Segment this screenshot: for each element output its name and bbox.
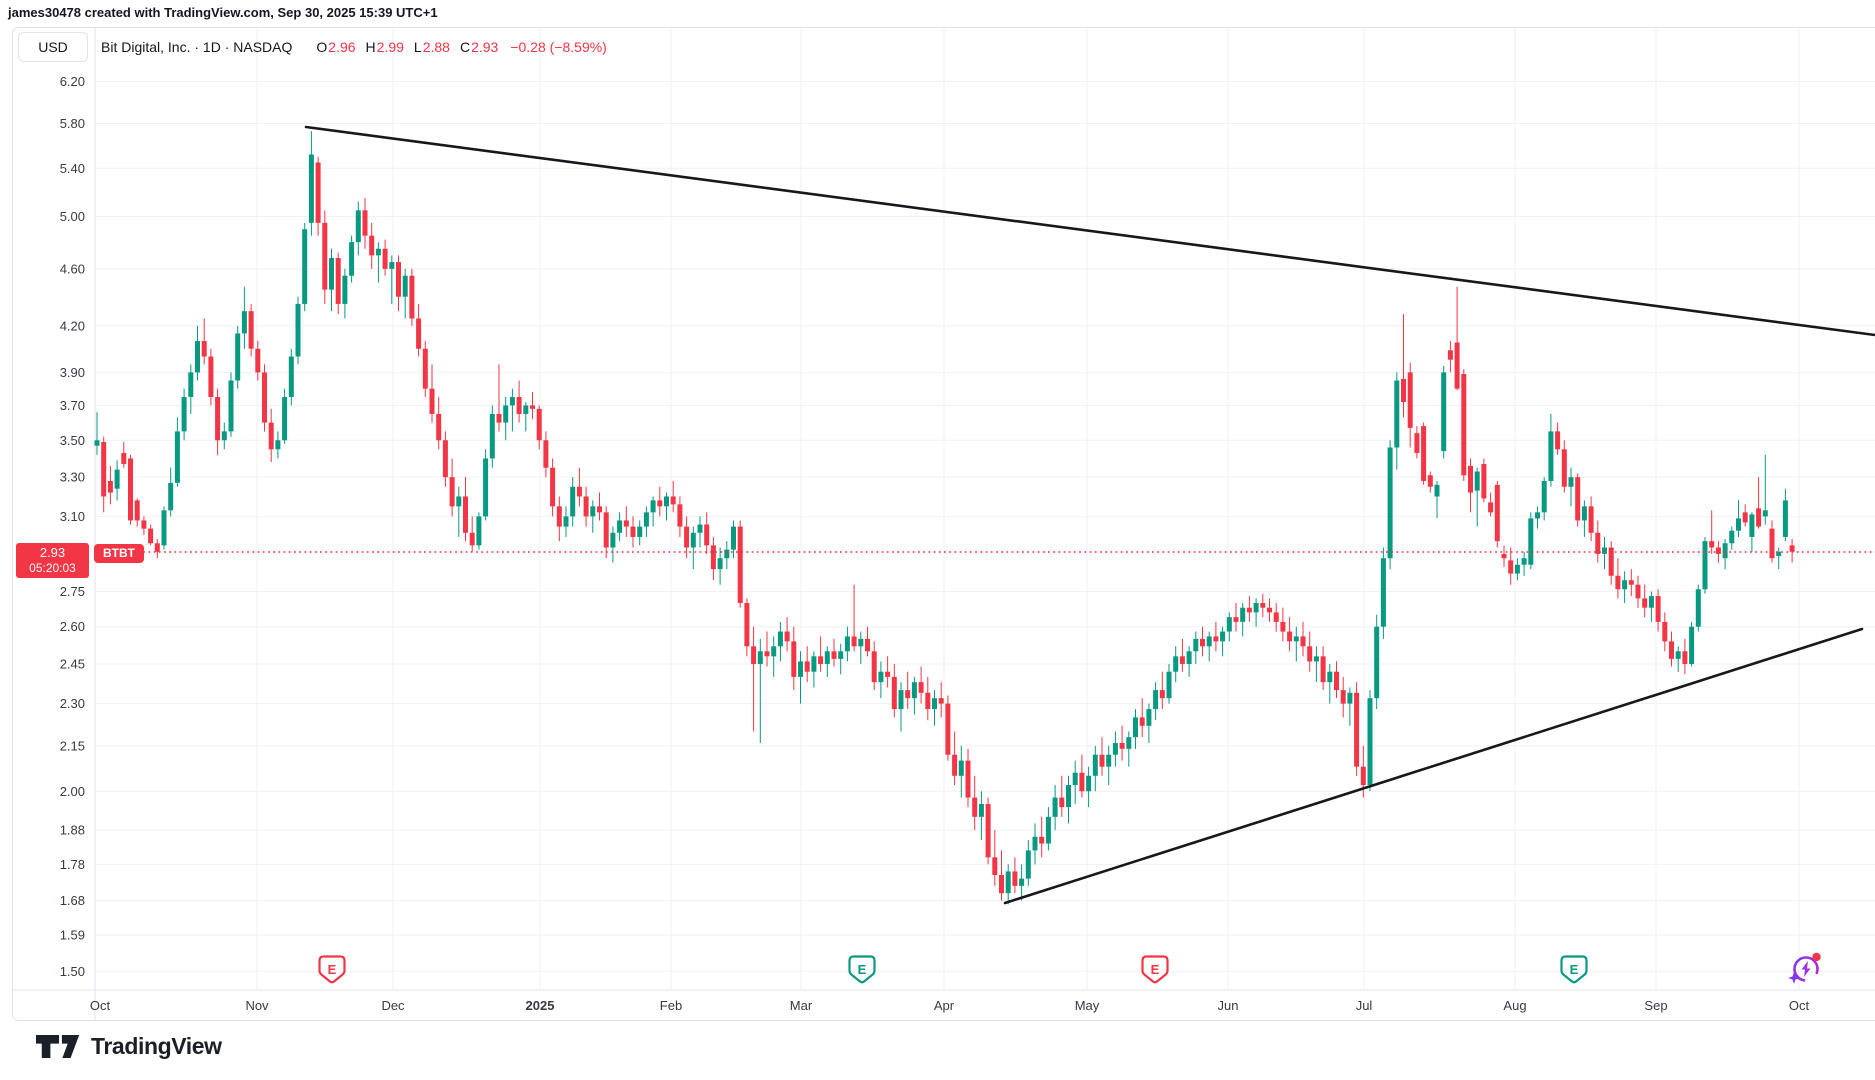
svg-text:5.00: 5.00 xyxy=(60,209,85,224)
svg-text:1.78: 1.78 xyxy=(60,857,85,872)
grid xyxy=(96,28,1875,990)
low-value: 2.88 xyxy=(422,39,450,55)
svg-text:1.50: 1.50 xyxy=(60,964,85,979)
svg-text:Feb: Feb xyxy=(660,998,682,1013)
candlestick-series[interactable] xyxy=(94,131,1795,905)
svg-text:Jul: Jul xyxy=(1356,998,1373,1013)
lightning-bolt-icon xyxy=(1801,961,1811,977)
svg-text:1.88: 1.88 xyxy=(60,823,85,838)
currency-usd-button[interactable]: USD xyxy=(18,32,88,62)
change-value: −0.28 (−8.59%) xyxy=(510,39,607,55)
svg-text:4.20: 4.20 xyxy=(60,318,85,333)
low-label: L xyxy=(413,39,422,55)
svg-text:Mar: Mar xyxy=(790,998,813,1013)
tradingview-logo-text: TradingView xyxy=(91,1033,222,1059)
svg-text:Oct: Oct xyxy=(1789,998,1810,1013)
svg-text:Sep: Sep xyxy=(1644,998,1667,1013)
current-price-label: 2.93 05:20:03 xyxy=(16,543,89,578)
svg-text:3.50: 3.50 xyxy=(60,433,85,448)
earnings-marker[interactable]: E xyxy=(318,955,346,984)
notification-dot xyxy=(1812,952,1821,962)
svg-text:3.90: 3.90 xyxy=(60,365,85,380)
svg-text:Dec: Dec xyxy=(381,998,405,1013)
price-axis[interactable]: 6.20 5.80 5.40 5.00 4.60 4.20 3.90 3.70 3.50 3.30… xyxy=(60,74,85,979)
svg-text:2.15: 2.15 xyxy=(60,738,85,753)
svg-text:E: E xyxy=(328,962,337,977)
current-price-value: 2.93 xyxy=(39,545,66,560)
close-value: 2.93 xyxy=(471,39,499,55)
svg-text:6.20: 6.20 xyxy=(60,74,85,89)
svg-text:2.60: 2.60 xyxy=(60,619,85,634)
sparkle-icon xyxy=(1788,972,1800,984)
svg-text:3.30: 3.30 xyxy=(60,470,85,485)
svg-text:1.68: 1.68 xyxy=(60,893,85,908)
tradingview-logo[interactable]: TradingView xyxy=(36,1033,222,1060)
symbol-flag-label: BTBT xyxy=(94,544,144,563)
svg-text:5.40: 5.40 xyxy=(60,161,85,176)
earnings-marker[interactable]: E xyxy=(1560,955,1588,984)
countdown-timer: 05:20:03 xyxy=(29,561,76,575)
svg-text:2025: 2025 xyxy=(526,998,555,1013)
svg-text:May: May xyxy=(1075,998,1100,1013)
high-label: H xyxy=(365,39,376,55)
ai-refresh-icon[interactable] xyxy=(1788,952,1821,984)
svg-text:Nov: Nov xyxy=(245,998,269,1013)
svg-text:2.00: 2.00 xyxy=(60,784,85,799)
open-value: 2.96 xyxy=(328,39,356,55)
svg-text:Apr: Apr xyxy=(934,998,955,1013)
time-axis[interactable]: Oct Nov Dec 2025 Feb Mar Apr May Jun Jul Aug Sep Oct xyxy=(90,998,1810,1013)
descending-resistance-trendline[interactable] xyxy=(304,125,1875,337)
earnings-marker[interactable]: E xyxy=(1141,955,1169,984)
svg-text:5.80: 5.80 xyxy=(60,116,85,131)
open-label: O xyxy=(316,39,328,55)
symbol-title[interactable]: Bit Digital, Inc. · 1D · NASDAQ xyxy=(101,39,293,55)
close-label: C xyxy=(459,39,471,55)
svg-text:3.70: 3.70 xyxy=(60,398,85,413)
svg-text:4.60: 4.60 xyxy=(60,261,85,276)
earnings-marker[interactable]: E xyxy=(848,955,876,984)
svg-text:E: E xyxy=(1570,962,1579,977)
svg-text:Aug: Aug xyxy=(1503,998,1526,1013)
svg-text:2.45: 2.45 xyxy=(60,656,85,671)
tradingview-logo-icon xyxy=(36,1034,80,1058)
ascending-support-trendline[interactable] xyxy=(1003,627,1864,905)
attribution-text: james30478 created with TradingView.com,… xyxy=(8,5,438,20)
svg-text:1.59: 1.59 xyxy=(60,928,85,943)
svg-text:2.30: 2.30 xyxy=(60,696,85,711)
svg-text:Oct: Oct xyxy=(90,998,111,1013)
svg-text:Jun: Jun xyxy=(1218,998,1239,1013)
svg-text:2.75: 2.75 xyxy=(60,584,85,599)
svg-text:E: E xyxy=(1151,962,1160,977)
svg-text:3.10: 3.10 xyxy=(60,509,85,524)
symbol-header: Bit Digital, Inc. · 1D · NASDAQ O 2.96 H… xyxy=(101,32,607,62)
high-value: 2.99 xyxy=(376,39,404,55)
svg-text:E: E xyxy=(858,962,867,977)
